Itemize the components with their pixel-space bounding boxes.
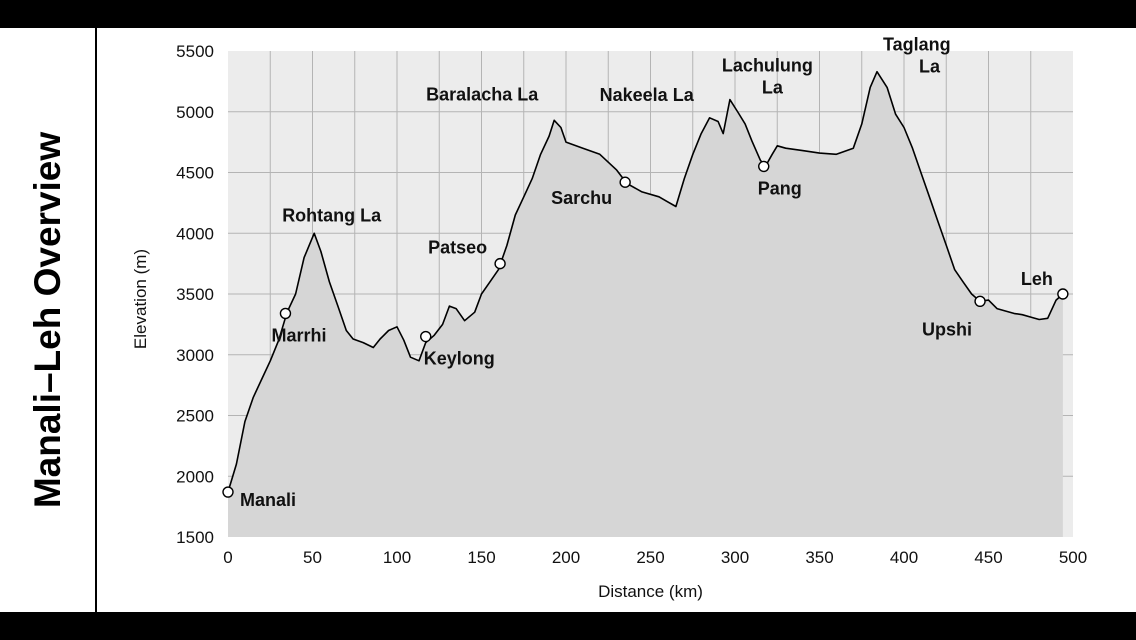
place-label: Lachulung (722, 56, 813, 76)
x-axis-label: Distance (km) (598, 582, 703, 601)
y-tick-label: 5500 (176, 42, 214, 61)
place-marker (619, 176, 631, 188)
place-marker (1057, 288, 1069, 300)
place-labels: Manali Marrhi Rohtang La Keylong Patseo Baral… (222, 35, 1069, 510)
y-tick-label: 2500 (176, 407, 214, 426)
place-marker (279, 307, 292, 320)
place-label: Marrhi (271, 325, 326, 345)
y-tick-label: 2000 (176, 467, 214, 486)
elevation-line (227, 70, 1064, 493)
x-axis-ticks: 0 50 100 150 200 250 300 350 400 450 500 (223, 548, 1087, 567)
x-tick-label: 100 (383, 548, 411, 567)
place-label: Sarchu (551, 188, 612, 208)
elevation-area (228, 71, 1063, 537)
y-tick-label: 5000 (176, 103, 214, 122)
y-tick-label: 3500 (176, 285, 214, 304)
x-tick-label: 0 (223, 548, 232, 567)
x-tick-label: 450 (974, 548, 1002, 567)
place-label: Patseo (428, 238, 487, 258)
place-label: Manali (240, 490, 296, 510)
place-label: Leh (1021, 269, 1053, 289)
place-label-line2: La (762, 78, 784, 98)
x-tick-label: 50 (303, 548, 322, 567)
x-tick-label: 350 (805, 548, 833, 567)
x-tick-label: 250 (636, 548, 664, 567)
y-axis-label: Elevation (m) (131, 249, 150, 349)
x-tick-label: 300 (721, 548, 749, 567)
place-marker (420, 330, 432, 343)
x-tick-label: 500 (1059, 548, 1087, 567)
y-tick-label: 1500 (176, 528, 214, 547)
place-label: Rohtang La (282, 205, 382, 225)
x-tick-label: 200 (552, 548, 580, 567)
place-label: Nakeela La (600, 85, 695, 105)
place-label-line2: La (919, 57, 941, 77)
place-marker (222, 486, 234, 498)
place-label: Taglang (883, 35, 951, 55)
place-label: Upshi (922, 319, 972, 339)
place-marker (974, 295, 986, 307)
y-tick-label: 4000 (176, 224, 214, 243)
place-marker (494, 257, 506, 270)
place-label: Baralacha La (426, 84, 539, 104)
y-axis-ticks: 1500 2000 2500 3000 3500 4000 4500 5000 5500 (176, 42, 214, 547)
place-label: Pang (758, 178, 802, 198)
y-tick-label: 4500 (176, 164, 214, 183)
x-tick-label: 150 (467, 548, 495, 567)
place-label: Keylong (424, 349, 495, 369)
place-marker (758, 160, 770, 173)
y-tick-label: 3000 (176, 346, 214, 365)
x-tick-label: 400 (890, 548, 918, 567)
sidebar-title-panel (0, 28, 97, 612)
